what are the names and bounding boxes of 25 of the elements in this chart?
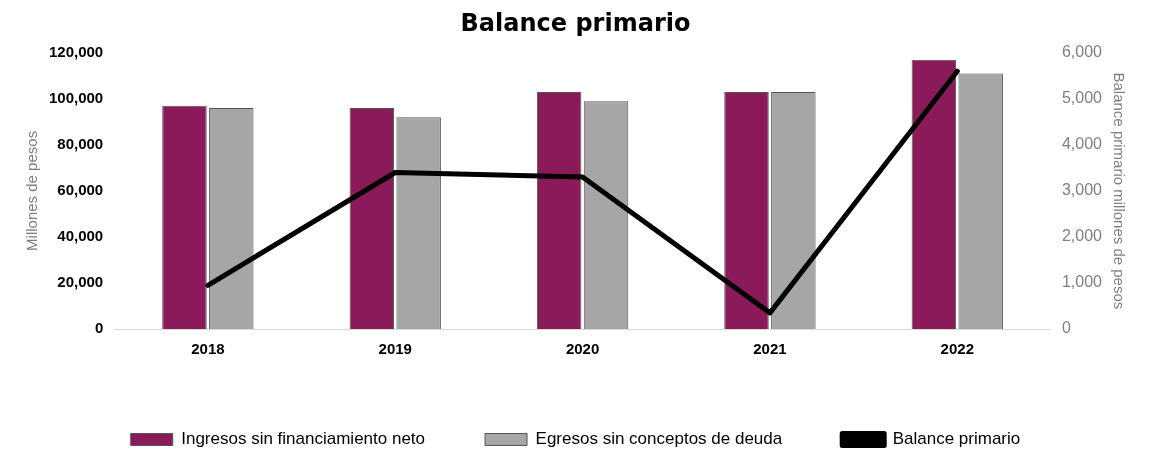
x-tick-label: 2018 <box>191 340 225 358</box>
x-tick-label: 2019 <box>378 340 412 358</box>
y2-tick-label: 4,000 <box>1061 135 1103 153</box>
y-tick-label: 80,000 <box>57 135 104 153</box>
y-axis-title: Millones de pesos <box>23 130 41 251</box>
y-tick-label: 20,000 <box>57 273 104 291</box>
legend-label: Ingresos sin financiamiento neto <box>181 429 426 449</box>
x-tick-label: 2020 <box>565 340 600 358</box>
x-tick-label: 2021 <box>753 340 787 358</box>
y-tick-label: 100,000 <box>48 88 104 106</box>
x-tick-label: 2022 <box>940 340 974 358</box>
y2-tick-label: 6,000 <box>1061 43 1103 61</box>
y2-tick-label: 2,000 <box>1061 227 1103 245</box>
chart-title: Balance primario <box>460 8 691 37</box>
y-tick-label: 60,000 <box>57 181 104 199</box>
y2-tick-label: 0 <box>1061 319 1071 337</box>
y-tick-label: 120,000 <box>48 42 104 60</box>
y2-tick-label: 1,000 <box>1061 273 1103 291</box>
y2-tick-label: 5,000 <box>1061 89 1103 107</box>
legend-label: Balance primario <box>892 429 1021 449</box>
y-tick-label: 40,000 <box>57 227 104 245</box>
legend-label: Egresos sin conceptos de deuda <box>535 429 783 449</box>
y2-tick-label: 3,000 <box>1061 181 1103 199</box>
y2-axis-title: Balance primario millones de pesos <box>1110 72 1128 310</box>
y-tick-label: 0 <box>94 319 104 337</box>
